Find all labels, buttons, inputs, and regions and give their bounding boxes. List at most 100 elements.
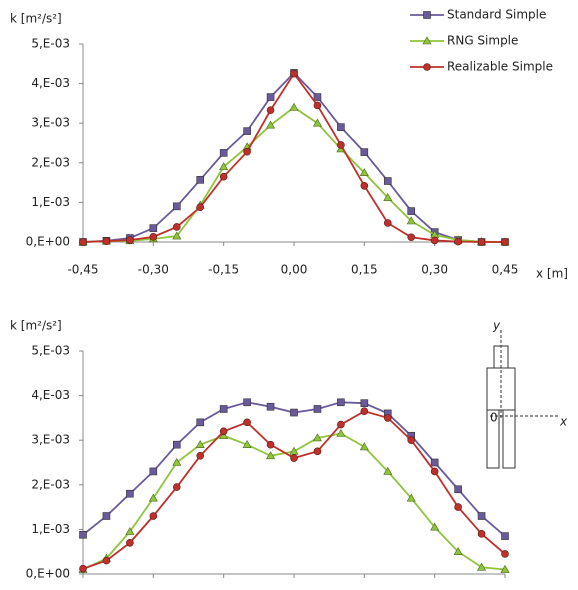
y-axis-label: k [m²/s²] bbox=[10, 319, 62, 333]
marker bbox=[196, 418, 205, 427]
marker bbox=[266, 451, 276, 460]
marker bbox=[126, 489, 134, 498]
y-tick-label: 0,E+00 bbox=[26, 235, 70, 249]
marker bbox=[219, 431, 229, 440]
y-tick-label: 0,E+00 bbox=[26, 567, 70, 581]
legend-label: Realizable Simple bbox=[447, 60, 553, 74]
legend-label: RNG Simple bbox=[447, 34, 518, 48]
marker bbox=[454, 485, 462, 494]
marker bbox=[242, 440, 252, 448]
x-tick-label: -0,30 bbox=[138, 263, 169, 277]
marker bbox=[79, 530, 87, 539]
marker bbox=[360, 148, 369, 156]
marker bbox=[313, 93, 322, 101]
x-tick-label: 0,30 bbox=[421, 263, 448, 277]
marker bbox=[407, 436, 416, 445]
marker bbox=[219, 149, 228, 157]
marker bbox=[290, 69, 298, 78]
marker bbox=[477, 562, 487, 571]
schematic-part bbox=[486, 409, 500, 469]
marker bbox=[383, 219, 392, 227]
marker bbox=[126, 236, 134, 244]
marker bbox=[243, 418, 251, 427]
marker bbox=[289, 102, 299, 111]
marker bbox=[360, 407, 369, 416]
marker bbox=[196, 203, 205, 211]
marker bbox=[360, 399, 369, 407]
marker bbox=[172, 483, 181, 491]
marker bbox=[79, 564, 87, 573]
y-tick-label: 3,E-03 bbox=[31, 433, 70, 447]
x-tick-label: 0,00 bbox=[281, 263, 308, 277]
marker bbox=[477, 530, 486, 538]
marker bbox=[501, 238, 509, 246]
marker bbox=[453, 547, 463, 555]
marker bbox=[430, 467, 439, 476]
marker bbox=[195, 440, 205, 448]
marker bbox=[383, 177, 392, 185]
schematic bbox=[486, 330, 560, 469]
marker bbox=[172, 231, 182, 240]
schematic-part bbox=[486, 367, 516, 411]
marker bbox=[243, 147, 251, 156]
marker bbox=[454, 237, 462, 246]
schematic-part bbox=[502, 409, 516, 469]
y-tick-label: 3,E-03 bbox=[31, 116, 70, 130]
legend-marker bbox=[423, 11, 431, 19]
marker bbox=[196, 176, 205, 184]
marker bbox=[149, 224, 158, 232]
marker bbox=[266, 120, 276, 129]
marker bbox=[289, 446, 299, 455]
marker bbox=[196, 452, 205, 460]
marker bbox=[359, 442, 369, 451]
marker bbox=[290, 408, 298, 417]
series-line bbox=[82, 401, 506, 537]
marker bbox=[430, 236, 439, 245]
marker bbox=[313, 447, 322, 456]
marker bbox=[406, 493, 416, 502]
marker bbox=[383, 466, 393, 475]
y-tick-label: 5,E-03 bbox=[31, 37, 70, 51]
marker bbox=[407, 233, 416, 242]
marker bbox=[337, 420, 345, 429]
schematic-label: x bbox=[559, 415, 568, 429]
marker bbox=[148, 493, 158, 502]
marker bbox=[290, 454, 298, 462]
marker bbox=[312, 433, 322, 442]
marker bbox=[79, 238, 87, 246]
marker bbox=[406, 216, 416, 225]
marker bbox=[219, 172, 228, 181]
marker bbox=[125, 527, 135, 535]
marker bbox=[266, 402, 275, 411]
y-tick-label: 4,E-03 bbox=[31, 76, 70, 90]
marker bbox=[477, 238, 486, 246]
schematic-label: 0 bbox=[490, 411, 498, 425]
marker bbox=[313, 405, 322, 413]
marker bbox=[266, 106, 275, 114]
marker bbox=[102, 237, 111, 246]
marker bbox=[477, 512, 486, 520]
marker bbox=[219, 162, 229, 171]
series-line bbox=[82, 106, 506, 243]
marker bbox=[500, 564, 510, 573]
marker bbox=[454, 503, 462, 511]
marker bbox=[383, 414, 392, 422]
marker bbox=[266, 93, 275, 101]
x-axis-label: x [m] bbox=[536, 267, 568, 281]
legend-marker bbox=[422, 36, 432, 45]
marker bbox=[337, 398, 345, 407]
marker bbox=[430, 458, 439, 467]
marker bbox=[243, 398, 251, 407]
marker bbox=[501, 532, 509, 540]
marker bbox=[219, 427, 228, 436]
marker bbox=[312, 118, 322, 127]
marker bbox=[407, 207, 416, 215]
marker bbox=[383, 193, 393, 201]
marker bbox=[102, 512, 111, 520]
marker bbox=[149, 512, 158, 520]
marker bbox=[336, 428, 346, 437]
y-axis-label: k [m²/s²] bbox=[10, 12, 62, 26]
marker bbox=[313, 101, 322, 110]
marker bbox=[337, 123, 345, 131]
